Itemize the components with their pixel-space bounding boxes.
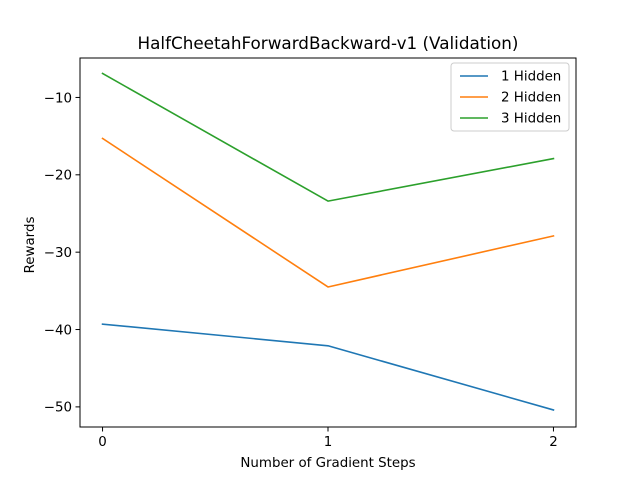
y-axis-label: Rewards: [23, 217, 38, 274]
legend-box: [450, 62, 570, 132]
series-line-2: [101, 137, 555, 288]
x-tick-label: 2: [549, 435, 558, 450]
series-line-1: [101, 323, 555, 411]
chart-title: HalfCheetahForwardBackward-v1 (Validatio…: [138, 33, 519, 53]
y-tick-label: −30: [44, 246, 72, 261]
plot-area: [101, 72, 555, 411]
y-tick-label: −40: [44, 323, 72, 338]
axes: 0 1 2 −50 −40 −30 −20 −10: [44, 57, 577, 450]
y-tick-label: −10: [44, 91, 72, 106]
x-tick-label: 0: [98, 435, 107, 450]
x-tick-label: 1: [324, 435, 333, 450]
series-line-3: [101, 72, 555, 202]
legend-label-1: 1 Hidden: [501, 70, 561, 85]
x-axis-label: Number of Gradient Steps: [240, 456, 415, 471]
legend-label-2: 2 Hidden: [501, 91, 561, 106]
legend: 1 Hidden 2 Hidden 3 Hidden: [450, 62, 570, 132]
y-tick-label: −50: [44, 401, 72, 416]
y-tick-label: −20: [44, 169, 72, 184]
legend-label-3: 3 Hidden: [501, 112, 561, 127]
